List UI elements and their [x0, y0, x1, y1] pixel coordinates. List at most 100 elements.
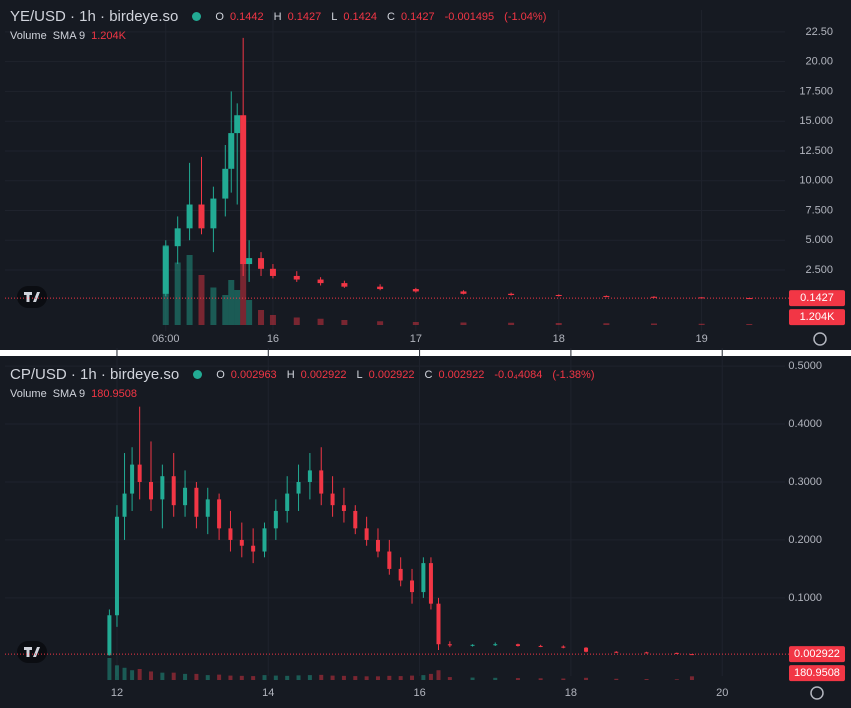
- volume-bar: [137, 669, 142, 680]
- candle-body: [160, 476, 165, 500]
- candle-body: [674, 652, 679, 654]
- volume-bar: [222, 295, 229, 325]
- y-tick-label: 15.000: [799, 115, 833, 127]
- volume-bar: [205, 675, 210, 680]
- candle-body: [183, 487, 188, 506]
- volume-bar: [353, 676, 358, 680]
- candle-body: [508, 293, 515, 295]
- candle-body: [470, 644, 475, 646]
- candle-body: [603, 295, 610, 297]
- candle-body: [493, 644, 498, 646]
- candle-body: [186, 204, 193, 229]
- volume-title: Volume: [10, 30, 47, 42]
- candle-body: [107, 615, 112, 656]
- y-tick-label: 10.000: [799, 175, 833, 187]
- candle-body: [387, 551, 392, 569]
- candle-body: [269, 268, 276, 276]
- volume-bar: [555, 323, 562, 325]
- chart-title: YE/USD · 1h · birdeye.so: [10, 8, 179, 25]
- candle-body: [258, 258, 265, 269]
- volume-bar: [375, 676, 380, 680]
- volume-bar: [746, 324, 753, 325]
- volume-badge: [789, 309, 845, 326]
- price-badge: [789, 646, 845, 663]
- candle-body: [149, 481, 154, 500]
- candle-body: [246, 258, 253, 265]
- candle-body: [293, 275, 300, 280]
- candle-body: [194, 487, 199, 517]
- volume-bar: [269, 315, 276, 325]
- candle-body: [330, 493, 335, 506]
- panel-bg: [0, 0, 851, 350]
- tv-logo: [17, 286, 47, 308]
- settings-icon[interactable]: [813, 332, 827, 346]
- volume-bar: [228, 675, 233, 680]
- ohlc-value: 0.1442: [229, 10, 264, 23]
- legend-row: Volume SMA 9 180.9508: [10, 388, 141, 400]
- chart-title: CP/USD · 1h · birdeye.so: [10, 366, 180, 383]
- y-tick-label: 7.500: [805, 204, 833, 216]
- change-pct: (-1.04%): [504, 10, 547, 23]
- x-tick-label: 20: [716, 687, 728, 699]
- y-tick-label: 22.50: [805, 26, 833, 38]
- volume-bar: [293, 317, 300, 325]
- volume-bar: [246, 300, 253, 325]
- legend-row: YE/USD · 1h · birdeye.so O 0.1442 H 0.1427 L 0…: [10, 8, 550, 25]
- candle-body: [174, 228, 181, 247]
- candle-body: [137, 464, 142, 482]
- volume-bar: [258, 310, 265, 325]
- candle-body: [421, 563, 426, 593]
- volume-bar: [398, 676, 403, 680]
- candle-body: [262, 528, 267, 552]
- candle-body: [538, 645, 543, 647]
- candle-body: [251, 545, 256, 552]
- candle-body: [447, 644, 452, 646]
- ohlc-key: H: [273, 10, 282, 23]
- y-tick-label: 17.500: [799, 85, 833, 97]
- candle-body: [239, 539, 244, 546]
- x-tick-label: 16: [413, 687, 425, 699]
- x-tick-label: 12: [111, 687, 123, 699]
- volume-bar: [436, 670, 441, 680]
- ohlc-key: O: [215, 10, 224, 23]
- y-tick-label: 0.1000: [788, 592, 822, 604]
- volume-bar: [114, 665, 119, 680]
- ohlc-value: 0.002922: [368, 368, 415, 381]
- volume-bar: [387, 675, 392, 680]
- settings-icon[interactable]: [810, 686, 824, 700]
- volume-bar: [470, 677, 475, 680]
- candle-body: [555, 295, 562, 296]
- candle-body: [644, 652, 649, 654]
- volume-bar: [674, 679, 679, 680]
- change: -0.001495: [444, 10, 495, 23]
- volume-badge-label: 180.9508: [794, 667, 840, 679]
- volume-bar: [149, 671, 154, 680]
- volume-bar: [698, 323, 705, 325]
- candle-body: [436, 603, 441, 645]
- x-tick-label: 18: [553, 333, 565, 345]
- candle-body: [428, 563, 433, 604]
- x-tick-label: 06:00: [152, 333, 180, 345]
- candle-body: [210, 198, 217, 229]
- ohlc-key: C: [387, 10, 395, 23]
- candle-body: [353, 510, 358, 529]
- volume-bar: [341, 320, 348, 325]
- candle-body: [122, 493, 127, 517]
- volume-sma-title: SMA 9: [52, 30, 86, 42]
- change: -0.0₄4084: [494, 368, 543, 381]
- volume-bar: [285, 675, 290, 680]
- volume-bar: [364, 676, 369, 680]
- price-badge-label: 0.1427: [800, 292, 834, 304]
- change-pct: (-1.38%): [552, 368, 595, 381]
- candle-body: [614, 651, 619, 653]
- volume-bar: [217, 674, 222, 680]
- y-tick-label: 20.00: [805, 56, 833, 68]
- candle-body: [689, 654, 694, 656]
- candle-body: [307, 470, 312, 482]
- candle-body: [228, 528, 233, 540]
- ohlc-value: 0.1424: [343, 10, 378, 23]
- volume-bar: [107, 658, 112, 680]
- x-tick-label: 18: [565, 687, 577, 699]
- volume-bar: [493, 677, 498, 680]
